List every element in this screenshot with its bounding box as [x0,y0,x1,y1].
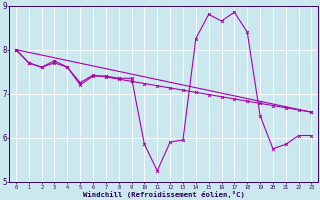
X-axis label: Windchill (Refroidissement éolien,°C): Windchill (Refroidissement éolien,°C) [83,191,244,198]
